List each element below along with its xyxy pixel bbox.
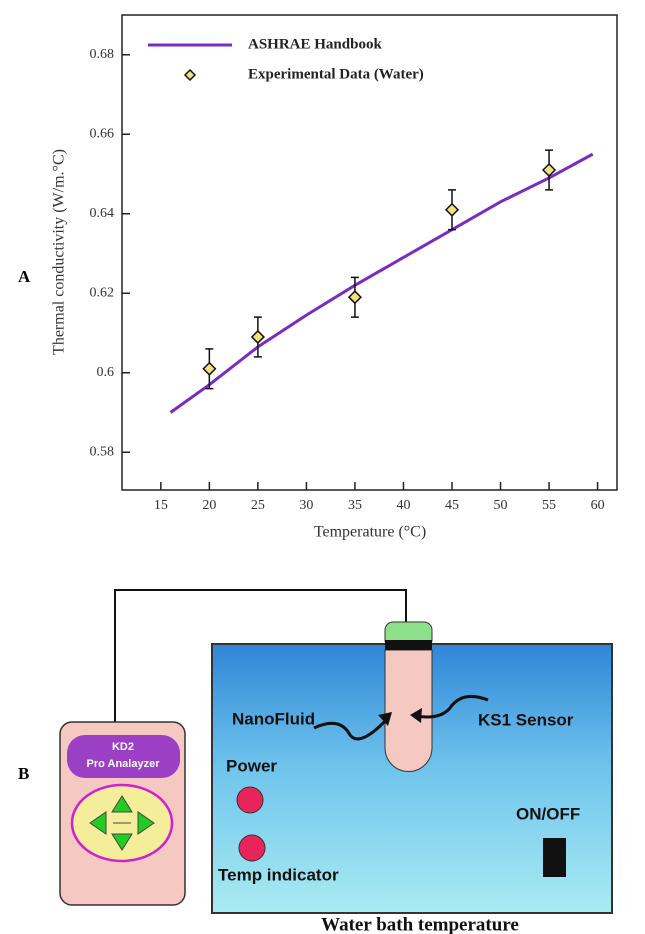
y-tick-label: 0.68 [90, 47, 115, 62]
x-tick-label: 15 [154, 498, 168, 513]
panel-label: A [18, 267, 31, 286]
plot-frame [121, 14, 618, 491]
y-tick-label: 0.64 [90, 206, 115, 221]
x-tick-label: 20 [202, 498, 216, 513]
data-point [444, 202, 460, 217]
legend-label: ASHRAE Handbook [248, 36, 382, 52]
line-series [169, 152, 594, 414]
x-tick-label: 35 [348, 498, 362, 513]
arrow-head [378, 712, 392, 726]
y-tick-label: 0.62 [90, 285, 115, 300]
x-axis-label: Temperature (°C) [314, 524, 426, 541]
x-tick-label: 40 [396, 498, 410, 513]
x-tick-label: 25 [251, 498, 265, 513]
key-left [89, 811, 107, 835]
sensor-label: KS1 Sensor [478, 710, 574, 729]
legend-label: Experimental Data (Water) [248, 66, 424, 82]
sensor-band [385, 640, 432, 650]
key-right [137, 811, 155, 835]
fluid-label: NanoFluid [232, 709, 315, 728]
y-axis-label: Thermal conductivity (W/m.°C) [51, 149, 68, 355]
power-light [236, 786, 264, 814]
data-point [347, 290, 363, 305]
y-tick-label: 0.66 [90, 126, 115, 141]
temp-label: Temp indicator [218, 865, 339, 884]
arrow-head [410, 708, 422, 723]
arrow [313, 716, 390, 741]
key-up [111, 795, 133, 813]
switch-label: ON/OFF [516, 804, 580, 823]
x-tick-label: 55 [542, 498, 556, 513]
x-tick-label: 60 [591, 498, 605, 513]
data-point [250, 329, 265, 345]
y-tick-label: 0.6 [97, 365, 115, 380]
arrow [415, 694, 489, 719]
analyzer-title: KD2 [112, 741, 134, 753]
x-tick-label: 45 [445, 498, 459, 513]
y-tick-label: 0.58 [90, 444, 115, 459]
key-down [111, 833, 133, 851]
analyzer-screen [67, 735, 180, 778]
temp-light [238, 834, 266, 862]
analyzer-subtitle: Pro Analayzer [87, 758, 161, 770]
power-label: Power [226, 756, 277, 775]
data-point [541, 162, 557, 178]
plot: 0.58 0.6 0.62 0.64 0.66 0.68 15 20 25 30 35 40 45 50 5… [90, 36, 605, 513]
legend-swatch [183, 68, 197, 82]
x-tick-label: 30 [299, 498, 313, 513]
caption: Water bath temperature [321, 914, 519, 934]
sensor-tube [384, 649, 433, 772]
data-point [202, 361, 217, 376]
switch [543, 838, 566, 877]
panel-label: B [18, 764, 29, 783]
x-tick-label: 50 [494, 498, 508, 513]
